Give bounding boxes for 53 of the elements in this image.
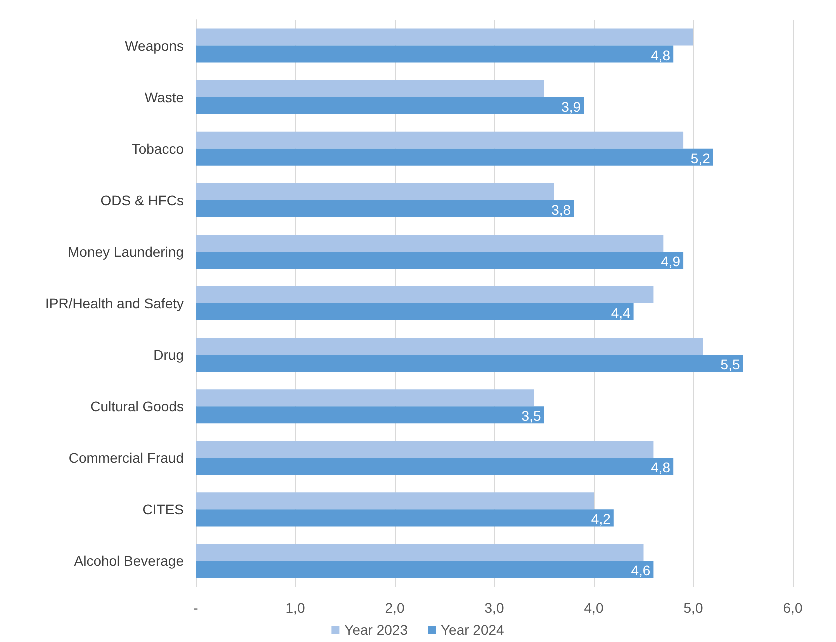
bar bbox=[196, 390, 534, 407]
x-tick-label: 5,0 bbox=[684, 600, 704, 616]
bar bbox=[196, 148, 714, 166]
x-tick-label: 6,0 bbox=[783, 600, 803, 616]
data-label: 5,5 bbox=[720, 356, 740, 373]
bar bbox=[196, 234, 664, 252]
data-label: 4,4 bbox=[611, 305, 632, 322]
bar bbox=[196, 132, 684, 149]
bar bbox=[196, 492, 594, 510]
y-tick-label: Alcohol Beverage bbox=[74, 553, 184, 570]
bar bbox=[196, 183, 554, 200]
data-label: 4,9 bbox=[661, 253, 681, 270]
bar bbox=[196, 200, 574, 218]
bar bbox=[196, 304, 634, 321]
data-label: 3,8 bbox=[552, 202, 572, 218]
bar bbox=[196, 286, 654, 304]
bar bbox=[196, 46, 674, 63]
y-tick-label: Tobacco bbox=[132, 140, 184, 157]
data-label: 3,9 bbox=[562, 98, 582, 115]
bar bbox=[196, 80, 544, 98]
y-tick-label: CITES bbox=[142, 502, 184, 518]
bar bbox=[196, 28, 694, 46]
y-tick-label: Commercial Fraud bbox=[68, 450, 184, 466]
data-label: 4,6 bbox=[631, 562, 651, 579]
bar bbox=[196, 252, 684, 269]
y-tick-label: ODS & HFCs bbox=[100, 192, 184, 208]
legend-label: Year 2024 bbox=[441, 622, 505, 638]
bar bbox=[196, 510, 614, 527]
bar bbox=[196, 458, 674, 476]
data-label: 4,8 bbox=[651, 47, 671, 64]
bar bbox=[196, 338, 704, 356]
y-tick-label: Cultural Goods bbox=[90, 398, 184, 415]
y-tick-label: Money Laundering bbox=[68, 244, 184, 260]
x-tick-label: 2,0 bbox=[385, 600, 405, 616]
bar bbox=[196, 406, 544, 424]
data-label: 5,2 bbox=[690, 150, 711, 166]
bar bbox=[196, 561, 654, 578]
bar bbox=[196, 441, 654, 458]
y-tick-label: IPR/Health and Safety bbox=[45, 296, 184, 312]
x-tick-label: 3,0 bbox=[484, 600, 504, 616]
bar bbox=[196, 97, 584, 114]
x-tick-label: 4,0 bbox=[584, 600, 604, 616]
y-tick-label: Drug bbox=[154, 347, 184, 364]
x-tick-label: 1,0 bbox=[286, 600, 306, 616]
data-label: 4,2 bbox=[591, 511, 612, 528]
legend-label: Year 2023 bbox=[344, 622, 408, 638]
bar bbox=[196, 355, 744, 372]
bar bbox=[196, 544, 644, 562]
x-tick-label: - bbox=[194, 600, 199, 616]
data-label: 4,8 bbox=[651, 460, 671, 476]
y-tick-label: Weapons bbox=[125, 38, 184, 54]
data-label: 3,5 bbox=[522, 408, 542, 424]
y-tick-label: Waste bbox=[144, 89, 184, 106]
